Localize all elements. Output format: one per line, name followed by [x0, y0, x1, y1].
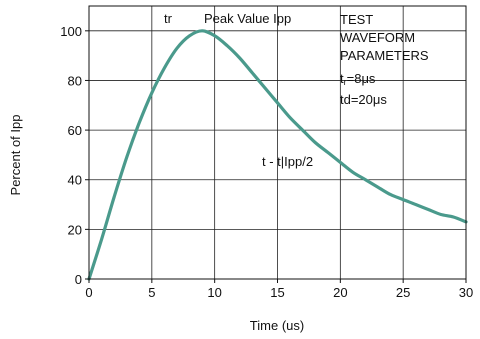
annotation-parameters: PARAMETERS	[340, 48, 429, 63]
y-axis-title: Percent of Ipp	[8, 115, 23, 196]
waveform-curve	[87, 29, 468, 281]
annotation-half-value-time: t - t|Ipp/2	[262, 154, 313, 169]
x-tick-label: 5	[148, 285, 155, 300]
y-tick-label: 60	[68, 123, 82, 138]
x-tick-label: 10	[207, 285, 221, 300]
annotation-waveform: WAVEFORM	[340, 30, 415, 45]
y-tick-label: 0	[75, 272, 82, 287]
x-tick-label: 20	[333, 285, 347, 300]
grid	[89, 6, 466, 279]
annotation-test: TEST	[340, 12, 373, 27]
x-tick-label: 15	[270, 285, 284, 300]
x-tick-label: 25	[396, 285, 410, 300]
y-tick-label: 40	[68, 173, 82, 188]
curve-layer	[87, 29, 468, 281]
annotation-td-value: td=20μs	[340, 92, 387, 107]
x-tick-label: 30	[459, 285, 473, 300]
y-tick-label: 20	[68, 222, 82, 237]
x-axis-title: Time (us)	[250, 318, 304, 333]
x-tick-label: 0	[85, 285, 92, 300]
ticks: 0 5 10 15 20 25 30 0 20 40 60 80 100	[60, 24, 473, 300]
annotation-tr-value: tr=8μs	[340, 71, 376, 87]
y-tick-label: 100	[60, 24, 82, 39]
y-tick-label: 80	[68, 73, 82, 88]
annotation-tr: tr	[164, 11, 173, 26]
annotation-peak-value: Peak Value Ipp	[204, 11, 291, 26]
